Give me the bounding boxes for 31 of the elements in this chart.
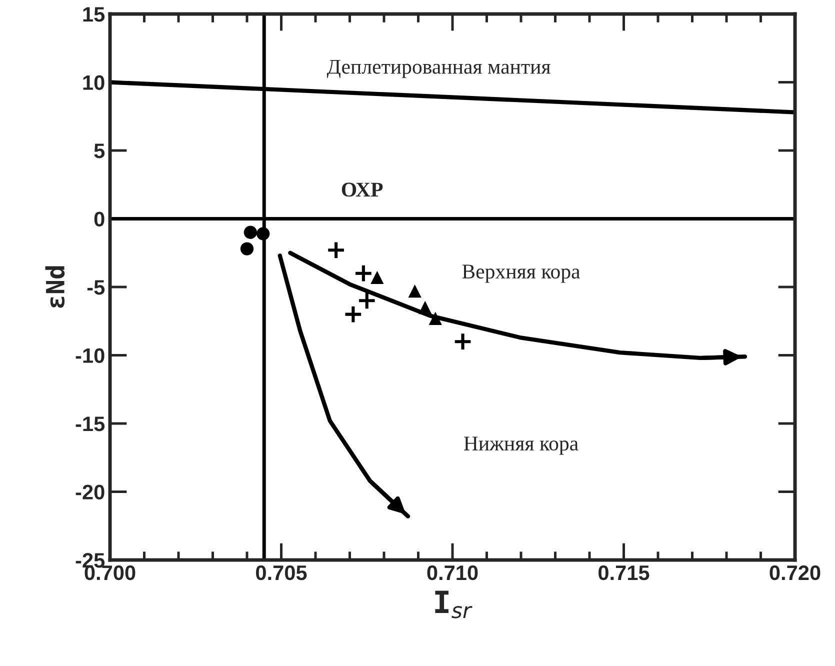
- y-tick-label: -5: [87, 280, 105, 295]
- y-tick-label: 10: [83, 75, 104, 90]
- point: [344, 304, 363, 324]
- annotation: Верхняя кора: [462, 264, 580, 283]
- point: [244, 226, 258, 239]
- annotation: Деплетированная мантия: [326, 60, 550, 78]
- x-tick-label: 0.720: [770, 565, 820, 580]
- y-tick-label: 5: [94, 144, 105, 158]
- point: [326, 240, 346, 260]
- annotation: ОХР: [342, 182, 383, 197]
- y-tick-label: -10: [76, 348, 104, 364]
- point: [256, 227, 270, 240]
- y-tick-label: -15: [76, 416, 105, 432]
- y-tick-label: 15: [83, 7, 105, 22]
- y-axis-title: εNd: [45, 266, 65, 308]
- point: [357, 291, 376, 310]
- point: [240, 242, 254, 256]
- point: [370, 270, 384, 284]
- point: [418, 300, 432, 314]
- x-tick-label: 0.715: [598, 565, 650, 580]
- point: [453, 332, 472, 352]
- annotation: Нижняя кора: [464, 436, 578, 455]
- point: [408, 284, 422, 298]
- point: [354, 264, 373, 283]
- line-series: [278, 254, 410, 518]
- y-tick-label: 0: [94, 212, 104, 227]
- x-tick-label: 0.710: [427, 565, 478, 580]
- x-axis-title: I$_{sr}$: [435, 590, 472, 618]
- x-tick-label: 0.705: [256, 565, 307, 580]
- y-tick-label: -20: [76, 484, 104, 500]
- point: [428, 312, 442, 325]
